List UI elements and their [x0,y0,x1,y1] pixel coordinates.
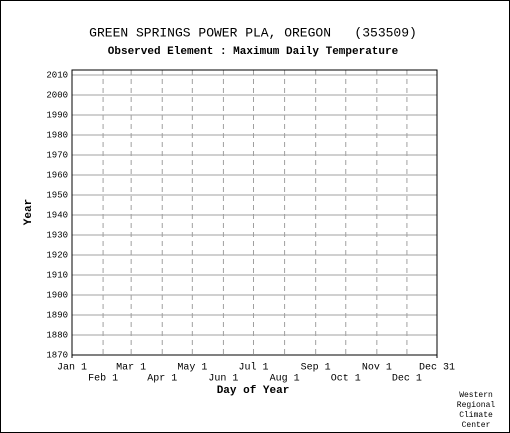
credit: Climate [459,411,493,420]
y-tick-label: 1990 [46,110,68,120]
x-tick-label: Mar 1 [116,363,146,374]
credit: Center [462,421,491,430]
y-tick-label: 1950 [46,190,68,200]
y-tick-label: 1980 [46,130,68,140]
x-tick-label: Jan 1 [57,363,87,374]
x-tick-label: May 1 [177,363,207,374]
x-tick-label: Dec 31 [419,363,455,374]
y-tick-label: 1880 [46,330,68,340]
credit: Regional [457,401,496,410]
x-tick-label: Sep 1 [301,363,331,374]
y-tick-label: 1870 [46,350,68,360]
x-tick-label: Jun 1 [208,374,238,385]
y-tick-label: 1930 [46,230,68,240]
y-tick-label: 2000 [46,90,68,100]
credit: Western [459,391,493,400]
chart-title: GREEN SPRINGS POWER PLA, OREGON (353509) [89,25,417,40]
y-tick-label: 1890 [46,310,68,320]
x-tick-label: Apr 1 [147,374,177,385]
x-tick-label: Oct 1 [331,374,361,385]
x-axis-label: Day of Year [217,385,290,397]
x-tick-label: Dec 1 [392,374,422,385]
y-tick-label: 1920 [46,250,68,260]
chart-subtitle: Observed Element : Maximum Daily Tempera… [108,46,399,58]
y-tick-label: 2010 [46,70,68,80]
y-axis-label: Year [23,199,35,225]
y-tick-label: 1940 [46,210,68,220]
y-tick-label: 1910 [46,270,68,280]
x-tick-label: Feb 1 [88,373,118,385]
y-tick-label: 1960 [46,170,68,180]
y-tick-label: 1970 [46,150,68,160]
x-tick-label: Nov 1 [362,363,392,374]
x-tick-label: Jul 1 [238,362,268,374]
x-tick-label: Aug 1 [270,374,300,385]
y-tick-label: 1900 [46,290,68,300]
plot-border [71,69,438,356]
